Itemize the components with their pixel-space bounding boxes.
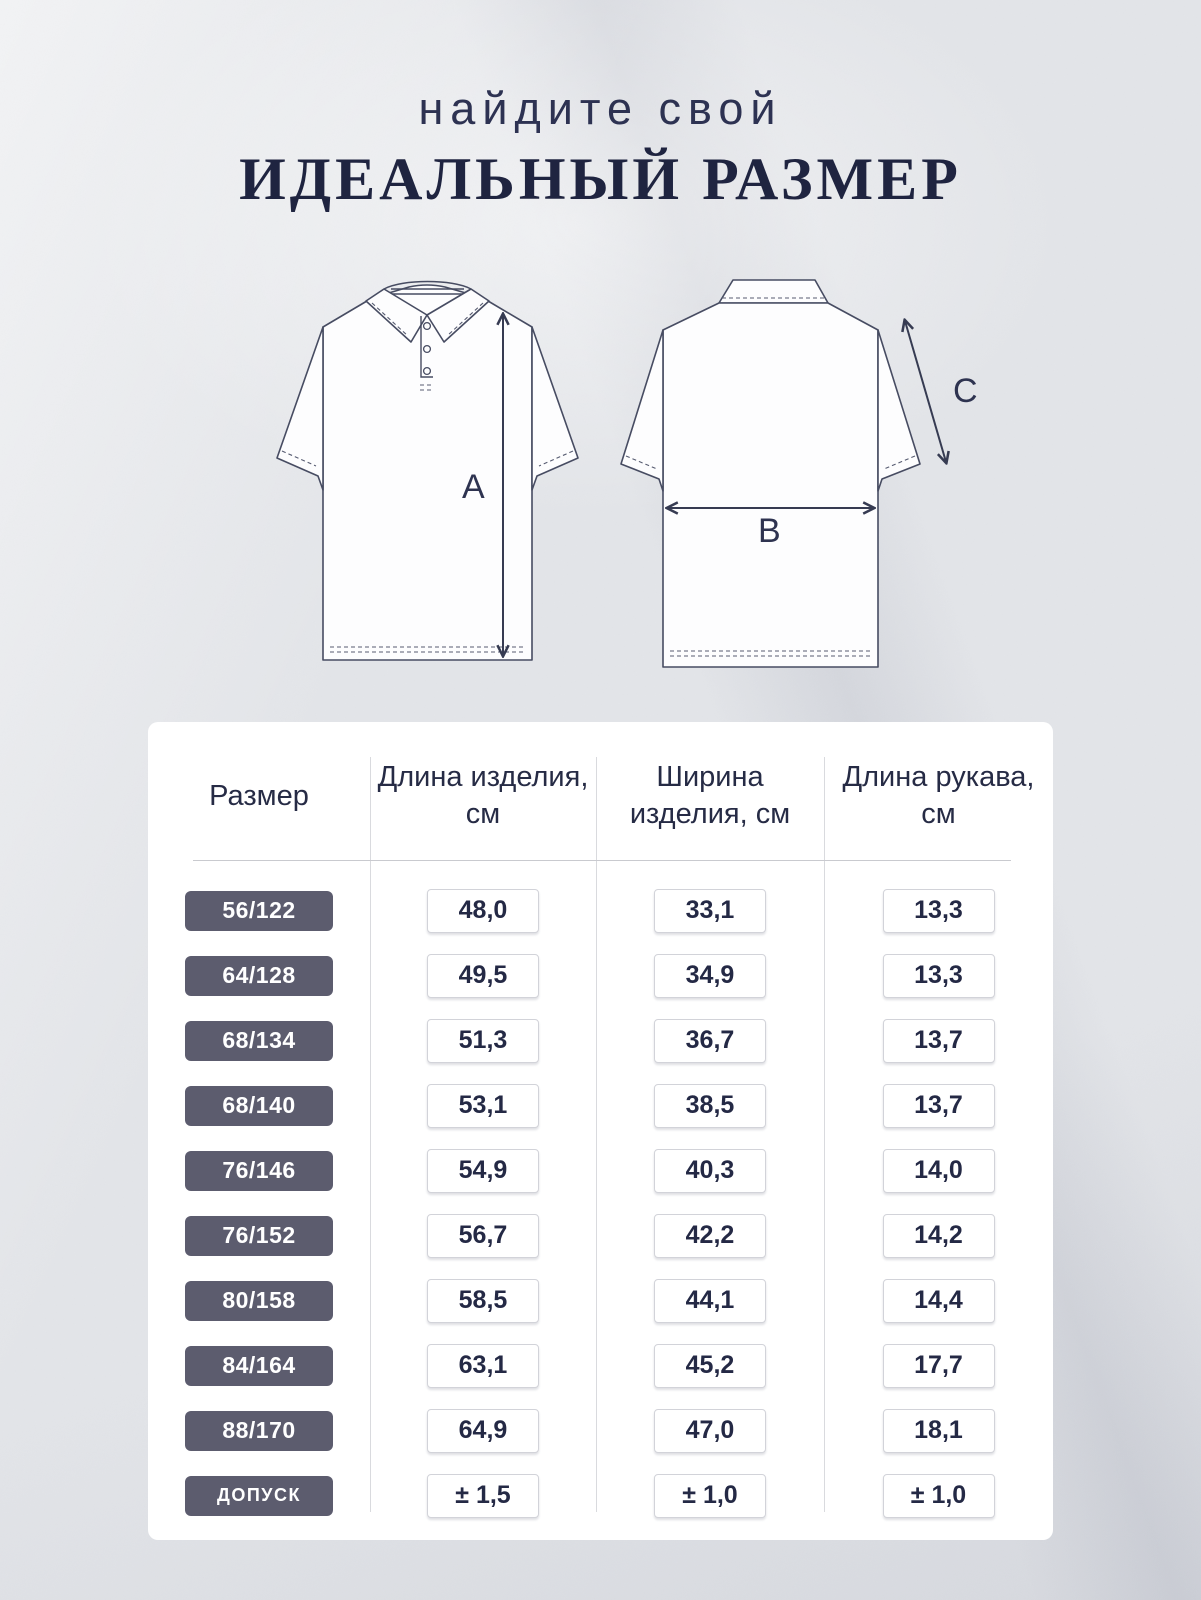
page-subtitle: найдите свой — [418, 83, 783, 134]
width-value: 36,7 — [654, 1018, 766, 1063]
size-badge: 68/140 — [185, 1085, 333, 1126]
table-row: 68/134 51,3 36,7 13,7 — [148, 1008, 1053, 1073]
sleeve-value: 14,4 — [882, 1278, 995, 1323]
table-body: 56/122 48,0 33,1 13,3 64/128 49,5 34,9 1… — [148, 878, 1053, 1528]
length-value: 64,9 — [427, 1408, 539, 1453]
shirt-front-diagram: A — [276, 280, 579, 661]
size-badge: 56/122 — [185, 890, 333, 931]
sleeve-value: 13,7 — [882, 1018, 995, 1063]
column-divider — [824, 757, 825, 1512]
measurement-label-b: B — [758, 512, 781, 550]
table-row: 56/122 48,0 33,1 13,3 — [148, 878, 1053, 943]
column-divider — [370, 757, 371, 1512]
size-badge: 80/158 — [185, 1280, 333, 1321]
column-divider — [596, 757, 597, 1512]
column-header-width: Ширина изделия, см — [629, 761, 791, 830]
size-badge: 64/128 — [185, 955, 333, 996]
table-row: 68/140 53,1 38,5 13,7 — [148, 1073, 1053, 1138]
page-title: ИДЕАЛЬНЫЙ РАЗМЕР — [239, 145, 962, 212]
table-row: 84/164 63,1 45,2 17,7 — [148, 1333, 1053, 1398]
sleeve-value: 13,7 — [882, 1083, 995, 1128]
sleeve-value: 13,3 — [882, 888, 995, 933]
measurement-label-a: A — [462, 468, 485, 506]
page-header: найдите свой ИДЕАЛЬНЫЙ РАЗМЕР — [0, 84, 1201, 212]
table-row-tolerance: ДОПУСК ± 1,5 ± 1,0 ± 1,0 — [148, 1463, 1053, 1528]
size-badge: 68/134 — [185, 1020, 333, 1061]
length-value: 49,5 — [427, 953, 539, 998]
length-value: ± 1,5 — [427, 1473, 539, 1518]
size-table-card: Размер Длина изделия, см Ширина изделия,… — [148, 722, 1053, 1540]
width-value: 38,5 — [654, 1083, 766, 1128]
sleeve-value: 14,0 — [882, 1148, 995, 1193]
table-row: 76/146 54,9 40,3 14,0 — [148, 1138, 1053, 1203]
length-value: 53,1 — [427, 1083, 539, 1128]
sleeve-value: ± 1,0 — [882, 1473, 995, 1518]
tolerance-badge: ДОПУСК — [185, 1475, 333, 1516]
width-value: 45,2 — [654, 1343, 766, 1388]
length-value: 56,7 — [427, 1213, 539, 1258]
table-row: 76/152 56,7 42,2 14,2 — [148, 1203, 1053, 1268]
length-value: 48,0 — [427, 888, 539, 933]
sleeve-value: 14,2 — [882, 1213, 995, 1258]
table-row: 64/128 49,5 34,9 13,3 — [148, 943, 1053, 1008]
length-value: 51,3 — [427, 1018, 539, 1063]
width-value: 44,1 — [654, 1278, 766, 1323]
measurement-arrow-c — [905, 321, 946, 462]
width-value: 42,2 — [654, 1213, 766, 1258]
length-value: 54,9 — [427, 1148, 539, 1193]
width-value: 47,0 — [654, 1408, 766, 1453]
column-header-sleeve: Длина рукава, см — [842, 761, 1035, 830]
shirt-measurement-diagram: A B C — [0, 0, 1201, 720]
width-value: ± 1,0 — [654, 1473, 766, 1518]
size-badge: 84/164 — [185, 1345, 333, 1386]
size-badge: 76/146 — [185, 1150, 333, 1191]
column-header-size: Размер — [209, 779, 309, 812]
length-value: 63,1 — [427, 1343, 539, 1388]
length-value: 58,5 — [427, 1278, 539, 1323]
width-value: 33,1 — [654, 888, 766, 933]
width-value: 40,3 — [654, 1148, 766, 1193]
width-value: 34,9 — [654, 953, 766, 998]
header-divider — [193, 860, 1011, 861]
sleeve-value: 13,3 — [882, 953, 995, 998]
size-badge: 76/152 — [185, 1215, 333, 1256]
measurement-label-c: C — [953, 372, 978, 410]
sleeve-value: 17,7 — [882, 1343, 995, 1388]
table-row: 80/158 58,5 44,1 14,4 — [148, 1268, 1053, 1333]
size-badge: 88/170 — [185, 1410, 333, 1451]
shirt-back-diagram: B C — [620, 279, 978, 668]
column-header-length: Длина изделия, см — [377, 761, 589, 830]
table-row: 88/170 64,9 47,0 18,1 — [148, 1398, 1053, 1463]
table-header-row: Размер Длина изделия, см Ширина изделия,… — [148, 722, 1053, 860]
sleeve-value: 18,1 — [882, 1408, 995, 1453]
